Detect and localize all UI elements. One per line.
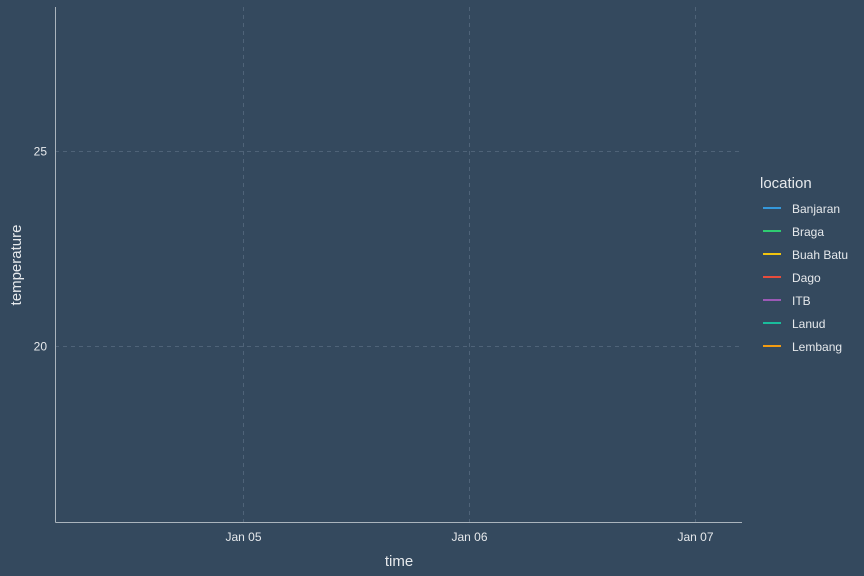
- y-tick-label: 20: [34, 340, 48, 354]
- legend-label: Braga: [792, 225, 824, 239]
- legend-label: Lanud: [792, 317, 825, 331]
- x-axis-title: time: [385, 553, 413, 570]
- y-tick-label: 25: [34, 145, 48, 159]
- tick-labels: Jan 05 Jan 06 Jan 07 20 25: [34, 145, 714, 545]
- legend-label: ITB: [792, 294, 811, 308]
- legend-label: Banjaran: [792, 202, 840, 216]
- grid-lines: [55, 7, 742, 522]
- axes: [55, 7, 742, 523]
- x-tick-label: Jan 07: [677, 530, 713, 544]
- y-axis-title: temperature: [8, 225, 25, 306]
- legend-label: Lembang: [792, 340, 842, 354]
- legend-label: Dago: [792, 271, 821, 285]
- legend: location Banjaran Braga Buah Batu Dago ITB La…: [760, 175, 848, 354]
- x-tick-label: Jan 05: [225, 530, 261, 544]
- legend-title: location: [760, 175, 812, 192]
- legend-label: Buah Batu: [792, 248, 848, 262]
- x-tick-label: Jan 06: [451, 530, 487, 544]
- legend-items: Banjaran Braga Buah Batu Dago ITB Lanud Lemban…: [763, 202, 848, 354]
